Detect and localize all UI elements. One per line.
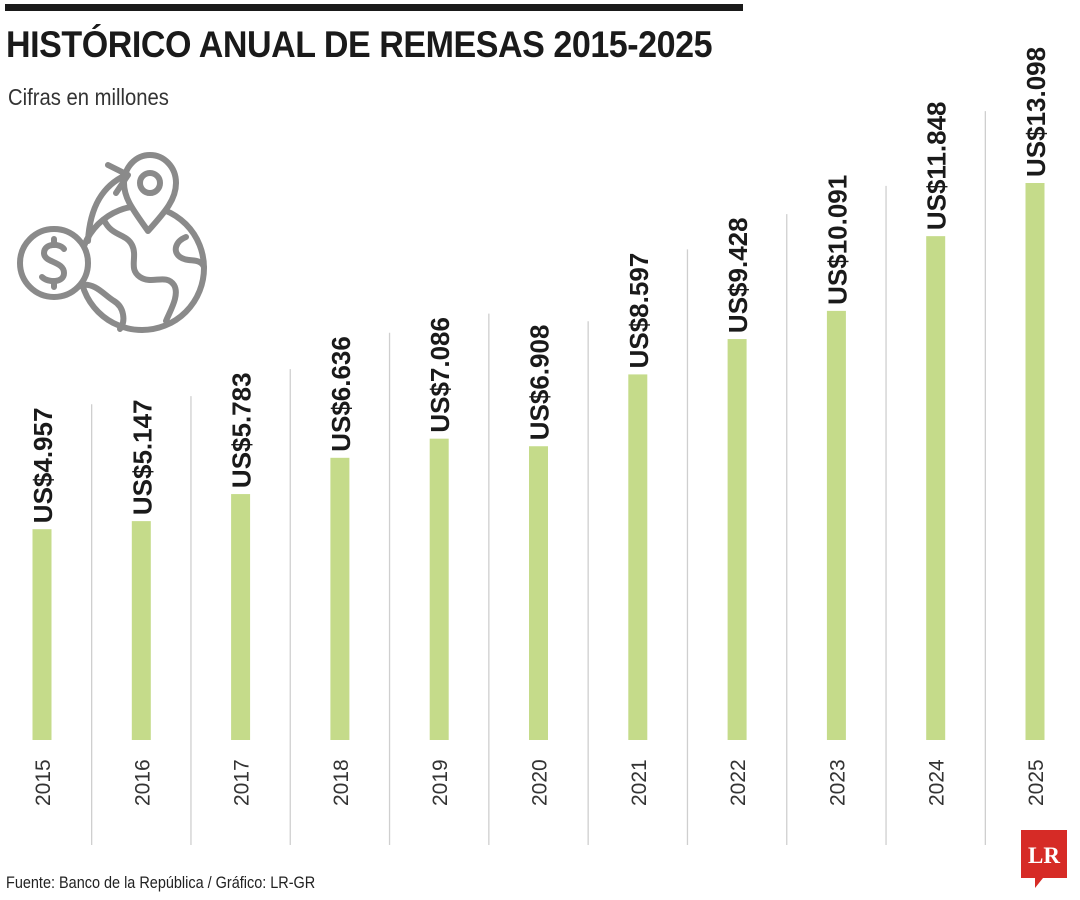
bar-2019 <box>429 438 449 740</box>
bar-2024 <box>926 236 946 740</box>
top-rule <box>5 4 743 11</box>
chart-subtitle: Cifras en millones <box>8 84 169 110</box>
year-label-2015: 2015 <box>32 759 55 806</box>
bar-2017 <box>231 494 251 740</box>
bar-2018 <box>330 457 350 740</box>
value-label-2015: US$4.957 <box>28 408 58 524</box>
year-label-2023: 2023 <box>826 759 849 806</box>
year-label-2016: 2016 <box>131 759 154 806</box>
value-label-2017: US$5.783 <box>227 372 257 488</box>
globe-money-transfer-icon <box>17 152 207 333</box>
year-label-2024: 2024 <box>926 759 949 806</box>
year-label-2021: 2021 <box>628 759 651 806</box>
value-label-2016: US$5.147 <box>127 399 157 515</box>
year-label-2025: 2025 <box>1025 759 1048 806</box>
value-label-2020: US$6.908 <box>525 325 555 441</box>
year-label-2017: 2017 <box>231 759 254 806</box>
chart-title: HISTÓRICO ANUAL DE REMESAS 2015-2025 <box>6 24 713 65</box>
year-label-2018: 2018 <box>330 759 353 806</box>
bar-2016 <box>131 521 151 740</box>
value-label-2022: US$9.428 <box>723 217 753 333</box>
logo-text: LR <box>1028 843 1060 868</box>
bar-2021 <box>628 374 648 740</box>
bar-2022 <box>727 339 747 740</box>
value-label-2025: US$13.098 <box>1021 47 1051 177</box>
bar-2015 <box>32 529 52 740</box>
value-label-2021: US$8.597 <box>624 253 654 369</box>
year-label-2019: 2019 <box>429 759 452 806</box>
value-label-2019: US$7.086 <box>425 317 455 433</box>
value-label-2024: US$11.848 <box>922 101 952 230</box>
value-label-2018: US$6.636 <box>326 336 356 452</box>
year-label-2020: 2020 <box>529 759 552 806</box>
bar-2025 <box>1025 183 1045 740</box>
source-note: Fuente: Banco de la República / Gráfico:… <box>6 873 316 892</box>
bar-2023 <box>826 310 846 740</box>
bar-2020 <box>529 446 548 740</box>
lr-logo: LR <box>1021 830 1067 888</box>
value-label-2023: US$10.091 <box>822 175 852 305</box>
year-label-2022: 2022 <box>727 759 750 806</box>
